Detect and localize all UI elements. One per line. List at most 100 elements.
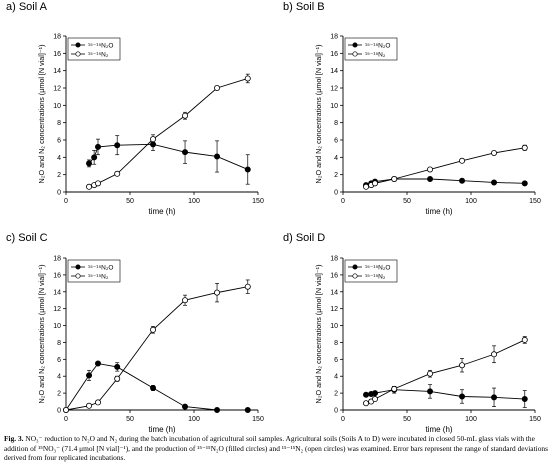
x-tick-label: 100 xyxy=(465,416,477,423)
x-tick-label: 100 xyxy=(188,198,200,205)
y-tick-label: 18 xyxy=(53,34,61,41)
legend-open-circle-icon xyxy=(75,273,81,279)
y-tick-label: 2 xyxy=(334,172,338,179)
series-line xyxy=(65,286,248,411)
panel-soil-c: c) Soil C 0 2 4 6 8 10 12 14 16 18 0 50 100 150 time (… xyxy=(0,222,277,434)
n2o-data-point xyxy=(114,142,121,149)
n2-data-point xyxy=(150,326,157,333)
n2-data-point xyxy=(459,362,466,369)
legend-label: ¹⁵⁻¹⁵N₂O xyxy=(365,265,390,272)
n2o-data-point xyxy=(86,160,93,167)
caption-label: Fig. 3. xyxy=(4,434,24,443)
y-tick-label: 0 xyxy=(334,190,338,197)
y-tick-label: 4 xyxy=(57,155,61,162)
x-axis-label: time (h) xyxy=(148,425,175,434)
y-tick-label: 2 xyxy=(334,391,338,398)
x-tick-label: 100 xyxy=(188,416,200,423)
x-tick-label: 0 xyxy=(64,198,68,205)
legend-open-circle-icon xyxy=(75,51,81,57)
n2-data-point xyxy=(491,149,498,156)
n2o-data-point xyxy=(459,177,466,184)
n2-data-point xyxy=(114,170,121,177)
legend-box xyxy=(67,37,121,61)
n2-data-point xyxy=(363,183,370,190)
legend-box xyxy=(344,37,398,61)
n2o-data-point xyxy=(459,393,466,400)
y-tick-label: 6 xyxy=(57,138,61,145)
n2-data-point xyxy=(63,406,70,413)
n2o-data-point xyxy=(521,396,528,403)
x-tick-label: 150 xyxy=(252,416,264,423)
legend-box xyxy=(67,259,121,283)
n2-data-point xyxy=(95,399,102,406)
x-tick-label: 100 xyxy=(465,198,477,205)
y-tick-label: 10 xyxy=(53,323,61,330)
x-tick-label: 150 xyxy=(529,416,541,423)
n2o-data-point xyxy=(95,360,102,367)
panel-title: a) Soil A xyxy=(6,1,47,13)
n2-data-point xyxy=(86,183,93,190)
y-tick-label: 6 xyxy=(334,138,338,145)
n2o-data-point xyxy=(214,153,221,160)
legend-label: ¹⁵⁻¹⁵N₂ xyxy=(88,274,109,281)
legend-label: ¹⁵⁻¹⁵N₂ xyxy=(365,274,386,281)
y-tick-label: 12 xyxy=(330,306,338,313)
y-tick-label: 16 xyxy=(330,272,338,279)
x-axis-label: time (h) xyxy=(148,207,175,216)
n2o-data-point xyxy=(86,372,93,379)
y-tick-label: 14 xyxy=(53,289,61,296)
y-tick-label: 10 xyxy=(330,323,338,330)
y-tick-label: 8 xyxy=(57,340,61,347)
y-tick-label: 12 xyxy=(330,86,338,93)
y-tick-label: 0 xyxy=(334,408,338,415)
y-tick-label: 18 xyxy=(330,34,338,41)
legend-label: ¹⁵⁻¹⁵N₂O xyxy=(365,43,390,50)
x-tick-label: 50 xyxy=(126,416,134,423)
n2-data-point xyxy=(459,157,466,164)
n2-data-point xyxy=(95,180,102,187)
n2o-data-point xyxy=(372,390,379,397)
n2o-data-point xyxy=(244,166,251,173)
chart-soil-b: 0 2 4 6 8 10 12 14 16 18 0 50 100 150 time (h) N₂O and … xyxy=(314,34,541,217)
n2-data-point xyxy=(182,297,189,304)
y-tick-label: 8 xyxy=(57,120,61,127)
n2o-data-point xyxy=(427,388,434,395)
n2-data-point xyxy=(182,112,189,119)
n2-data-point xyxy=(150,136,157,143)
legend-filled-circle-icon xyxy=(75,264,81,270)
n2-data-point xyxy=(363,400,370,407)
n2-data-point xyxy=(214,85,221,92)
y-tick-label: 12 xyxy=(53,86,61,93)
y-tick-label: 6 xyxy=(57,357,61,364)
y-tick-label: 8 xyxy=(334,340,338,347)
n2-data-point xyxy=(427,166,434,173)
chart-soil-c: 0 2 4 6 8 10 12 14 16 18 0 50 100 150 time (h) N₂O and … xyxy=(37,256,264,435)
legend-filled-circle-icon xyxy=(75,42,81,48)
y-axis-label: N₂O and N₂ concentrations (μmol [N vial]… xyxy=(37,265,46,404)
n2-data-point xyxy=(214,289,221,296)
caption-text: NO₃⁻ reduction to N₂O and N₂ during the … xyxy=(4,434,548,463)
n2-data-point xyxy=(491,351,498,358)
n2-data-point xyxy=(521,144,528,151)
legend-label: ¹⁵⁻¹⁵N₂O xyxy=(88,265,113,272)
n2o-data-point xyxy=(114,363,121,370)
y-tick-label: 14 xyxy=(330,68,338,75)
x-tick-label: 50 xyxy=(403,198,411,205)
y-tick-label: 16 xyxy=(53,272,61,279)
series-line xyxy=(88,143,248,170)
y-tick-label: 2 xyxy=(57,391,61,398)
n2o-data-point xyxy=(521,180,528,187)
y-tick-label: 0 xyxy=(57,190,61,197)
x-tick-label: 50 xyxy=(403,416,411,423)
legend-box xyxy=(344,259,398,283)
chart-soil-a: 0 2 4 6 8 10 12 14 16 18 0 50 100 150 time (h) N₂O and … xyxy=(37,34,264,217)
y-tick-label: 12 xyxy=(53,306,61,313)
n2o-data-point xyxy=(182,403,189,410)
x-tick-label: 150 xyxy=(252,198,264,205)
n2-data-point xyxy=(244,283,251,290)
n2o-data-point xyxy=(491,179,498,186)
n2o-data-point xyxy=(95,143,102,150)
y-tick-label: 16 xyxy=(53,51,61,58)
legend-open-circle-icon xyxy=(352,51,358,57)
x-tick-label: 0 xyxy=(64,416,68,423)
